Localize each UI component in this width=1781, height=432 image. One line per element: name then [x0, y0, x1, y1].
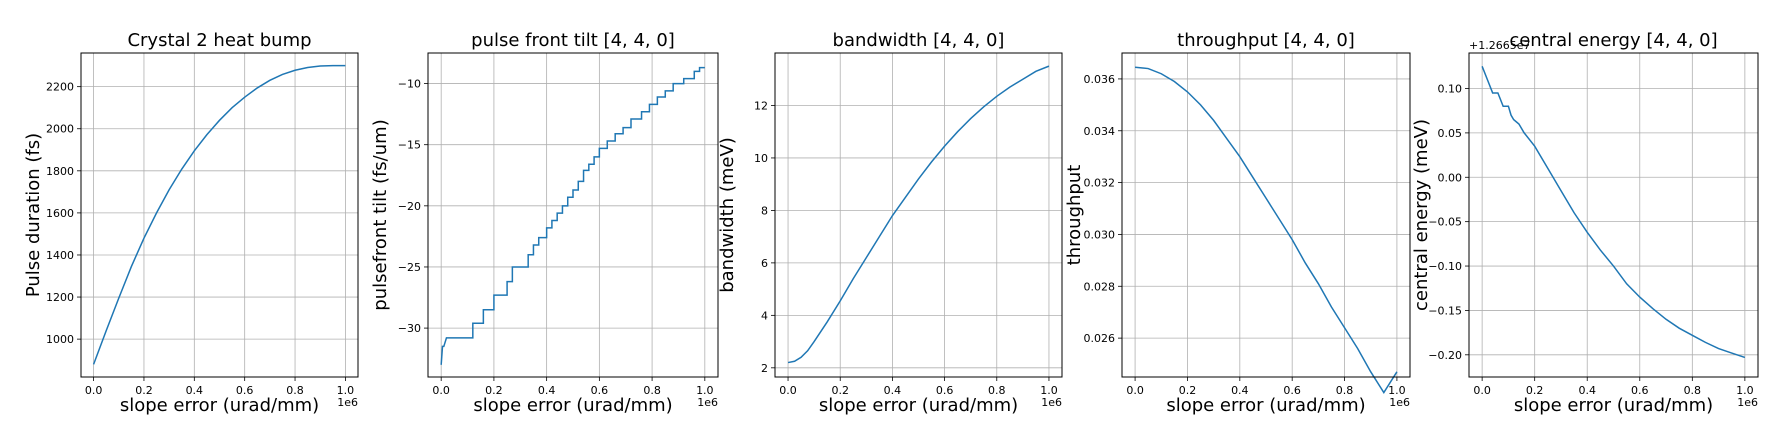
x-tick-label: 1.0 [1388, 384, 1406, 397]
chart-panel-2: 0.0 0.2 0.4 0.6 0.8 1.0 −30 −25 −20 −15 −10 1e6 puls… [370, 30, 719, 416]
chart-panel-3: 0.0 0.2 0.4 0.6 0.8 1.0 2 4 6 8 10 12 1e6 bandwidth [… [717, 30, 1063, 416]
y-tick-label: 0.028 [1084, 280, 1116, 293]
plot-frame [1121, 52, 1411, 378]
y-tick-label: 0.00 [1438, 171, 1463, 184]
y-tick-label: 10 [754, 152, 768, 165]
x-tick-label: 0.4 [1231, 384, 1249, 397]
y-axis-label: throughput [1064, 165, 1085, 266]
x-tick-label: 0.8 [1336, 384, 1354, 397]
chart-title: bandwidth [4, 4, 0] [833, 30, 1005, 51]
x-tick-label: 1.0 [696, 384, 714, 397]
chart-panel-5: 0.0 0.2 0.4 0.6 0.8 1.0 −0.20 −0.15 −0.10 −0.05 0.… [1411, 30, 1759, 416]
y-tick-label: 1200 [46, 291, 74, 304]
x-tick-label: 0.0 [779, 384, 797, 397]
x-offset-label: 1e6 [697, 396, 718, 409]
x-tick-label: 0.6 [936, 384, 954, 397]
plot-frame [80, 52, 359, 378]
x-tick-label: 0.0 [1126, 384, 1144, 397]
plot-frame [774, 52, 1063, 378]
x-tick-label: 0.0 [1473, 384, 1491, 397]
y-tick-label: 4 [761, 309, 768, 322]
y-tick-label: 0.036 [1084, 73, 1116, 86]
plot-frame [1468, 52, 1759, 378]
chart-title: central energy [4, 4, 0] [1509, 30, 1717, 51]
chart-title: Crystal 2 heat bump [127, 30, 311, 51]
x-offset-label: 1e6 [1389, 396, 1410, 409]
series-line [440, 66, 705, 365]
plot-frame [427, 52, 719, 378]
x-tick-label: 0.2 [485, 384, 503, 397]
y-offset-label: +1.2665e7 [1469, 39, 1530, 52]
y-tick-label: 1000 [46, 333, 74, 346]
y-tick-label: 0.026 [1084, 332, 1116, 345]
y-axis-label: central energy (meV) [1411, 119, 1432, 311]
x-tick-label: 0.0 [85, 384, 103, 397]
y-tick-label: −0.05 [1428, 216, 1462, 229]
y-tick-label: −0.10 [1428, 260, 1462, 273]
x-tick-label: 1.0 [1736, 384, 1754, 397]
x-tick-label: 0.6 [1283, 384, 1301, 397]
x-offset-label: 1e6 [1737, 396, 1758, 409]
x-axis-label: slope error (urad/mm) [473, 395, 672, 416]
x-tick-label: 0.6 [591, 384, 609, 397]
x-tick-label: 1.0 [1040, 384, 1058, 397]
y-tick-label: 6 [761, 257, 768, 270]
y-tick-label: 0.034 [1084, 125, 1116, 138]
series-line [787, 65, 1050, 364]
y-tick-label: 2000 [46, 123, 74, 136]
y-tick-label: −25 [398, 261, 421, 274]
x-offset-label: 1e6 [1041, 396, 1062, 409]
chart-panel-4: 0.0 0.2 0.4 0.6 0.8 1.0 0.026 0.028 0.030 0.032 0.… [1064, 30, 1411, 416]
y-tick-label: 0.05 [1438, 127, 1463, 140]
y-tick-label: 1600 [46, 207, 74, 220]
x-tick-label: 0.2 [135, 384, 153, 397]
y-tick-label: −15 [398, 139, 421, 152]
y-tick-label: 12 [754, 99, 768, 112]
x-axis-label: slope error (urad/mm) [120, 395, 319, 416]
x-tick-label: 0.2 [831, 384, 849, 397]
x-axis-label: slope error (urad/mm) [1166, 395, 1365, 416]
y-axis-label: Pulse duration (fs) [23, 133, 44, 297]
x-tick-label: 0.4 [186, 384, 204, 397]
x-tick-label: 0.8 [988, 384, 1006, 397]
y-tick-label: −30 [398, 322, 421, 335]
x-tick-label: 0.6 [1631, 384, 1649, 397]
x-tick-label: 0.8 [643, 384, 661, 397]
x-tick-label: 0.6 [236, 384, 254, 397]
chart-title: throughput [4, 4, 0] [1177, 30, 1355, 51]
x-tick-label: 0.2 [1526, 384, 1544, 397]
y-tick-label: 1800 [46, 165, 74, 178]
x-tick-label: 0.2 [1179, 384, 1197, 397]
x-tick-label: 1.0 [337, 384, 355, 397]
y-tick-label: −0.15 [1428, 304, 1462, 317]
series-line [1481, 66, 1746, 359]
x-axis-label: slope error (urad/mm) [1514, 395, 1713, 416]
y-tick-label: −10 [398, 78, 421, 91]
chart-panel-1: 0.0 0.2 0.4 0.6 0.8 1.0 1000 1200 1400 1600 1800 20… [23, 30, 359, 416]
x-tick-label: 0.8 [1684, 384, 1702, 397]
y-tick-label: 8 [761, 204, 768, 217]
chart-title: pulse front tilt [4, 4, 0] [471, 30, 675, 51]
y-tick-label: −0.20 [1428, 349, 1462, 362]
x-axis-label: slope error (urad/mm) [819, 395, 1018, 416]
y-axis-label: pulsefront tilt (fs/um) [370, 119, 391, 310]
y-axis-label: bandwidth (meV) [717, 137, 738, 293]
x-tick-label: 0.8 [286, 384, 304, 397]
x-tick-label: 0.4 [538, 384, 556, 397]
y-tick-label: 0.032 [1084, 177, 1116, 190]
y-tick-label: 2200 [46, 81, 74, 94]
series-line [1135, 66, 1398, 394]
y-tick-label: −20 [398, 200, 421, 213]
x-tick-label: 0.4 [1578, 384, 1596, 397]
y-tick-label: 1400 [46, 249, 74, 262]
y-tick-label: 0.10 [1438, 83, 1463, 96]
x-offset-label: 1e6 [337, 396, 358, 409]
y-tick-label: 0.030 [1084, 228, 1116, 241]
x-tick-label: 0.4 [884, 384, 902, 397]
x-tick-label: 0.0 [432, 384, 450, 397]
series-line [92, 64, 346, 365]
y-tick-label: 2 [761, 362, 768, 375]
